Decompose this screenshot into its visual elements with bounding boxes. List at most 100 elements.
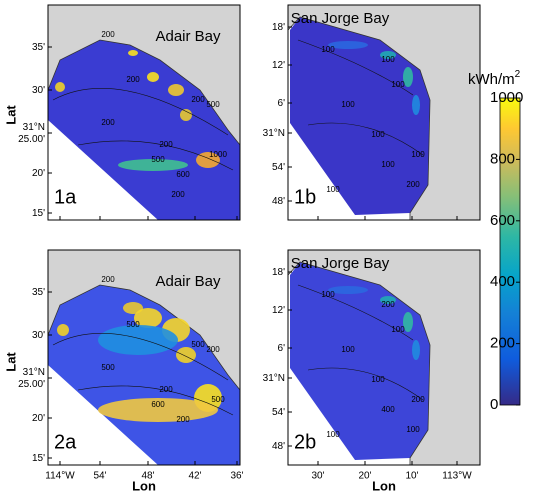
energy-patch xyxy=(412,95,420,115)
x-tick-label: 114°W xyxy=(45,471,75,482)
panel-title: San Jorge Bay xyxy=(291,255,390,272)
contour-label: 500 xyxy=(126,320,140,329)
energy-patch xyxy=(55,82,65,92)
contour xyxy=(52,88,234,171)
contour-label: 100 xyxy=(406,425,420,434)
contour-label: 100 xyxy=(326,430,340,439)
contour-label: 100 xyxy=(371,375,385,384)
x-tick-label: 42' xyxy=(188,471,201,482)
contour-label: 200 xyxy=(101,30,115,39)
contour-label: 100 xyxy=(321,45,335,54)
map-frame xyxy=(287,249,481,466)
energy-patch xyxy=(123,302,143,314)
contour-label: 600 xyxy=(176,170,190,179)
y-tick-label: 31°N xyxy=(263,128,285,139)
lat-label: Lat xyxy=(3,352,18,372)
y-tick-label: 20' xyxy=(32,413,45,424)
water xyxy=(290,262,430,460)
contour-label: 200 xyxy=(159,140,173,149)
map-frame xyxy=(287,4,481,221)
contour-label: 500 xyxy=(191,340,205,349)
x-tick-label: 10' xyxy=(405,471,418,482)
y-tick-label: 30' xyxy=(32,85,45,96)
y-tick-label: 15' xyxy=(32,453,45,464)
contour-label: 500 xyxy=(211,395,225,404)
lon-label: Lon xyxy=(372,478,396,493)
lat-label: Lat xyxy=(3,105,18,125)
contour-label: 200 xyxy=(206,345,220,354)
x-tick-label: 54' xyxy=(93,471,106,482)
contour-label: 1000 xyxy=(209,150,227,159)
energy-patch xyxy=(134,308,162,328)
y-tick-label: 12' xyxy=(272,60,285,71)
panel-title: Adair Bay xyxy=(155,28,221,45)
y-tick-label: 18' xyxy=(272,22,285,33)
colorbar-tick-label: 0 xyxy=(490,396,498,413)
energy-patch xyxy=(118,159,188,171)
energy-patch xyxy=(57,324,69,336)
x-tick-label: 20' xyxy=(358,471,371,482)
contour-label: 100 xyxy=(341,345,355,354)
y-tick-label: 48' xyxy=(272,196,285,207)
x-tick-label: 113°W xyxy=(442,471,472,482)
colorbar-tick-label: 400 xyxy=(490,273,515,290)
panel-label: 1b xyxy=(294,186,316,208)
colorbar xyxy=(499,97,521,406)
water xyxy=(290,17,430,215)
contour-label: 200 xyxy=(101,118,115,127)
energy-patch xyxy=(180,109,192,121)
x-tick-label: 30' xyxy=(311,471,324,482)
y-tick-label: 6' xyxy=(278,98,286,109)
contour-label: 600 xyxy=(151,400,165,409)
y-tick-label: 30' xyxy=(32,330,45,341)
energy-patch xyxy=(147,72,159,82)
y-tick-label: 31°N xyxy=(263,373,285,384)
energy-patch xyxy=(380,51,396,59)
y-tick-label: 15' xyxy=(32,208,45,219)
unit-superscript: 2 xyxy=(515,69,521,80)
contour xyxy=(297,39,424,156)
x-tick-label: 48' xyxy=(141,471,154,482)
y-tick-label: 6' xyxy=(278,343,286,354)
colorbar-tick-label: 1000 xyxy=(490,89,523,106)
y-tick-label: 48' xyxy=(272,441,285,452)
x-tick-label: 36' xyxy=(230,471,243,482)
y-tick-label: 31°N 25.00' xyxy=(18,367,45,390)
contour-label: 500 xyxy=(206,100,220,109)
panel-title: Adair Bay xyxy=(155,273,221,290)
y-tick-label: 18' xyxy=(272,267,285,278)
map-water xyxy=(47,249,241,465)
energy-patch xyxy=(98,325,178,355)
energy-patch xyxy=(403,67,413,87)
lon-label: Lon xyxy=(132,478,156,493)
contour-label: 100 xyxy=(326,185,340,194)
contour-label: 100 xyxy=(381,160,395,169)
water xyxy=(48,40,240,220)
contour-label: 500 xyxy=(101,363,115,372)
energy-patch xyxy=(128,50,138,56)
energy-patch xyxy=(176,347,196,363)
y-tick-label: 31°N 25.00' xyxy=(18,122,45,145)
y-tick-label: 35' xyxy=(32,287,45,298)
contour-label: 100 xyxy=(381,55,395,64)
energy-patch xyxy=(98,398,218,422)
map-water xyxy=(287,249,481,466)
contour-label: 200 xyxy=(101,275,115,284)
contour-label: 100 xyxy=(341,100,355,109)
colorbar-tick-label: 800 xyxy=(490,150,515,167)
contour-label: 200 xyxy=(176,415,190,424)
contour-label: 200 xyxy=(126,75,140,84)
energy-patch xyxy=(403,312,413,332)
contour xyxy=(52,333,234,416)
energy-patch xyxy=(380,296,396,304)
panel-title: San Jorge Bay xyxy=(291,10,390,27)
contour-label: 100 xyxy=(391,80,405,89)
energy-patch xyxy=(328,41,368,49)
contour-label: 500 xyxy=(151,155,165,164)
map-frame xyxy=(47,249,241,466)
contour-label: 100 xyxy=(321,290,335,299)
panel-label: 1a xyxy=(54,186,77,208)
contour-label: 200 xyxy=(171,190,185,199)
map-frame xyxy=(47,4,241,221)
